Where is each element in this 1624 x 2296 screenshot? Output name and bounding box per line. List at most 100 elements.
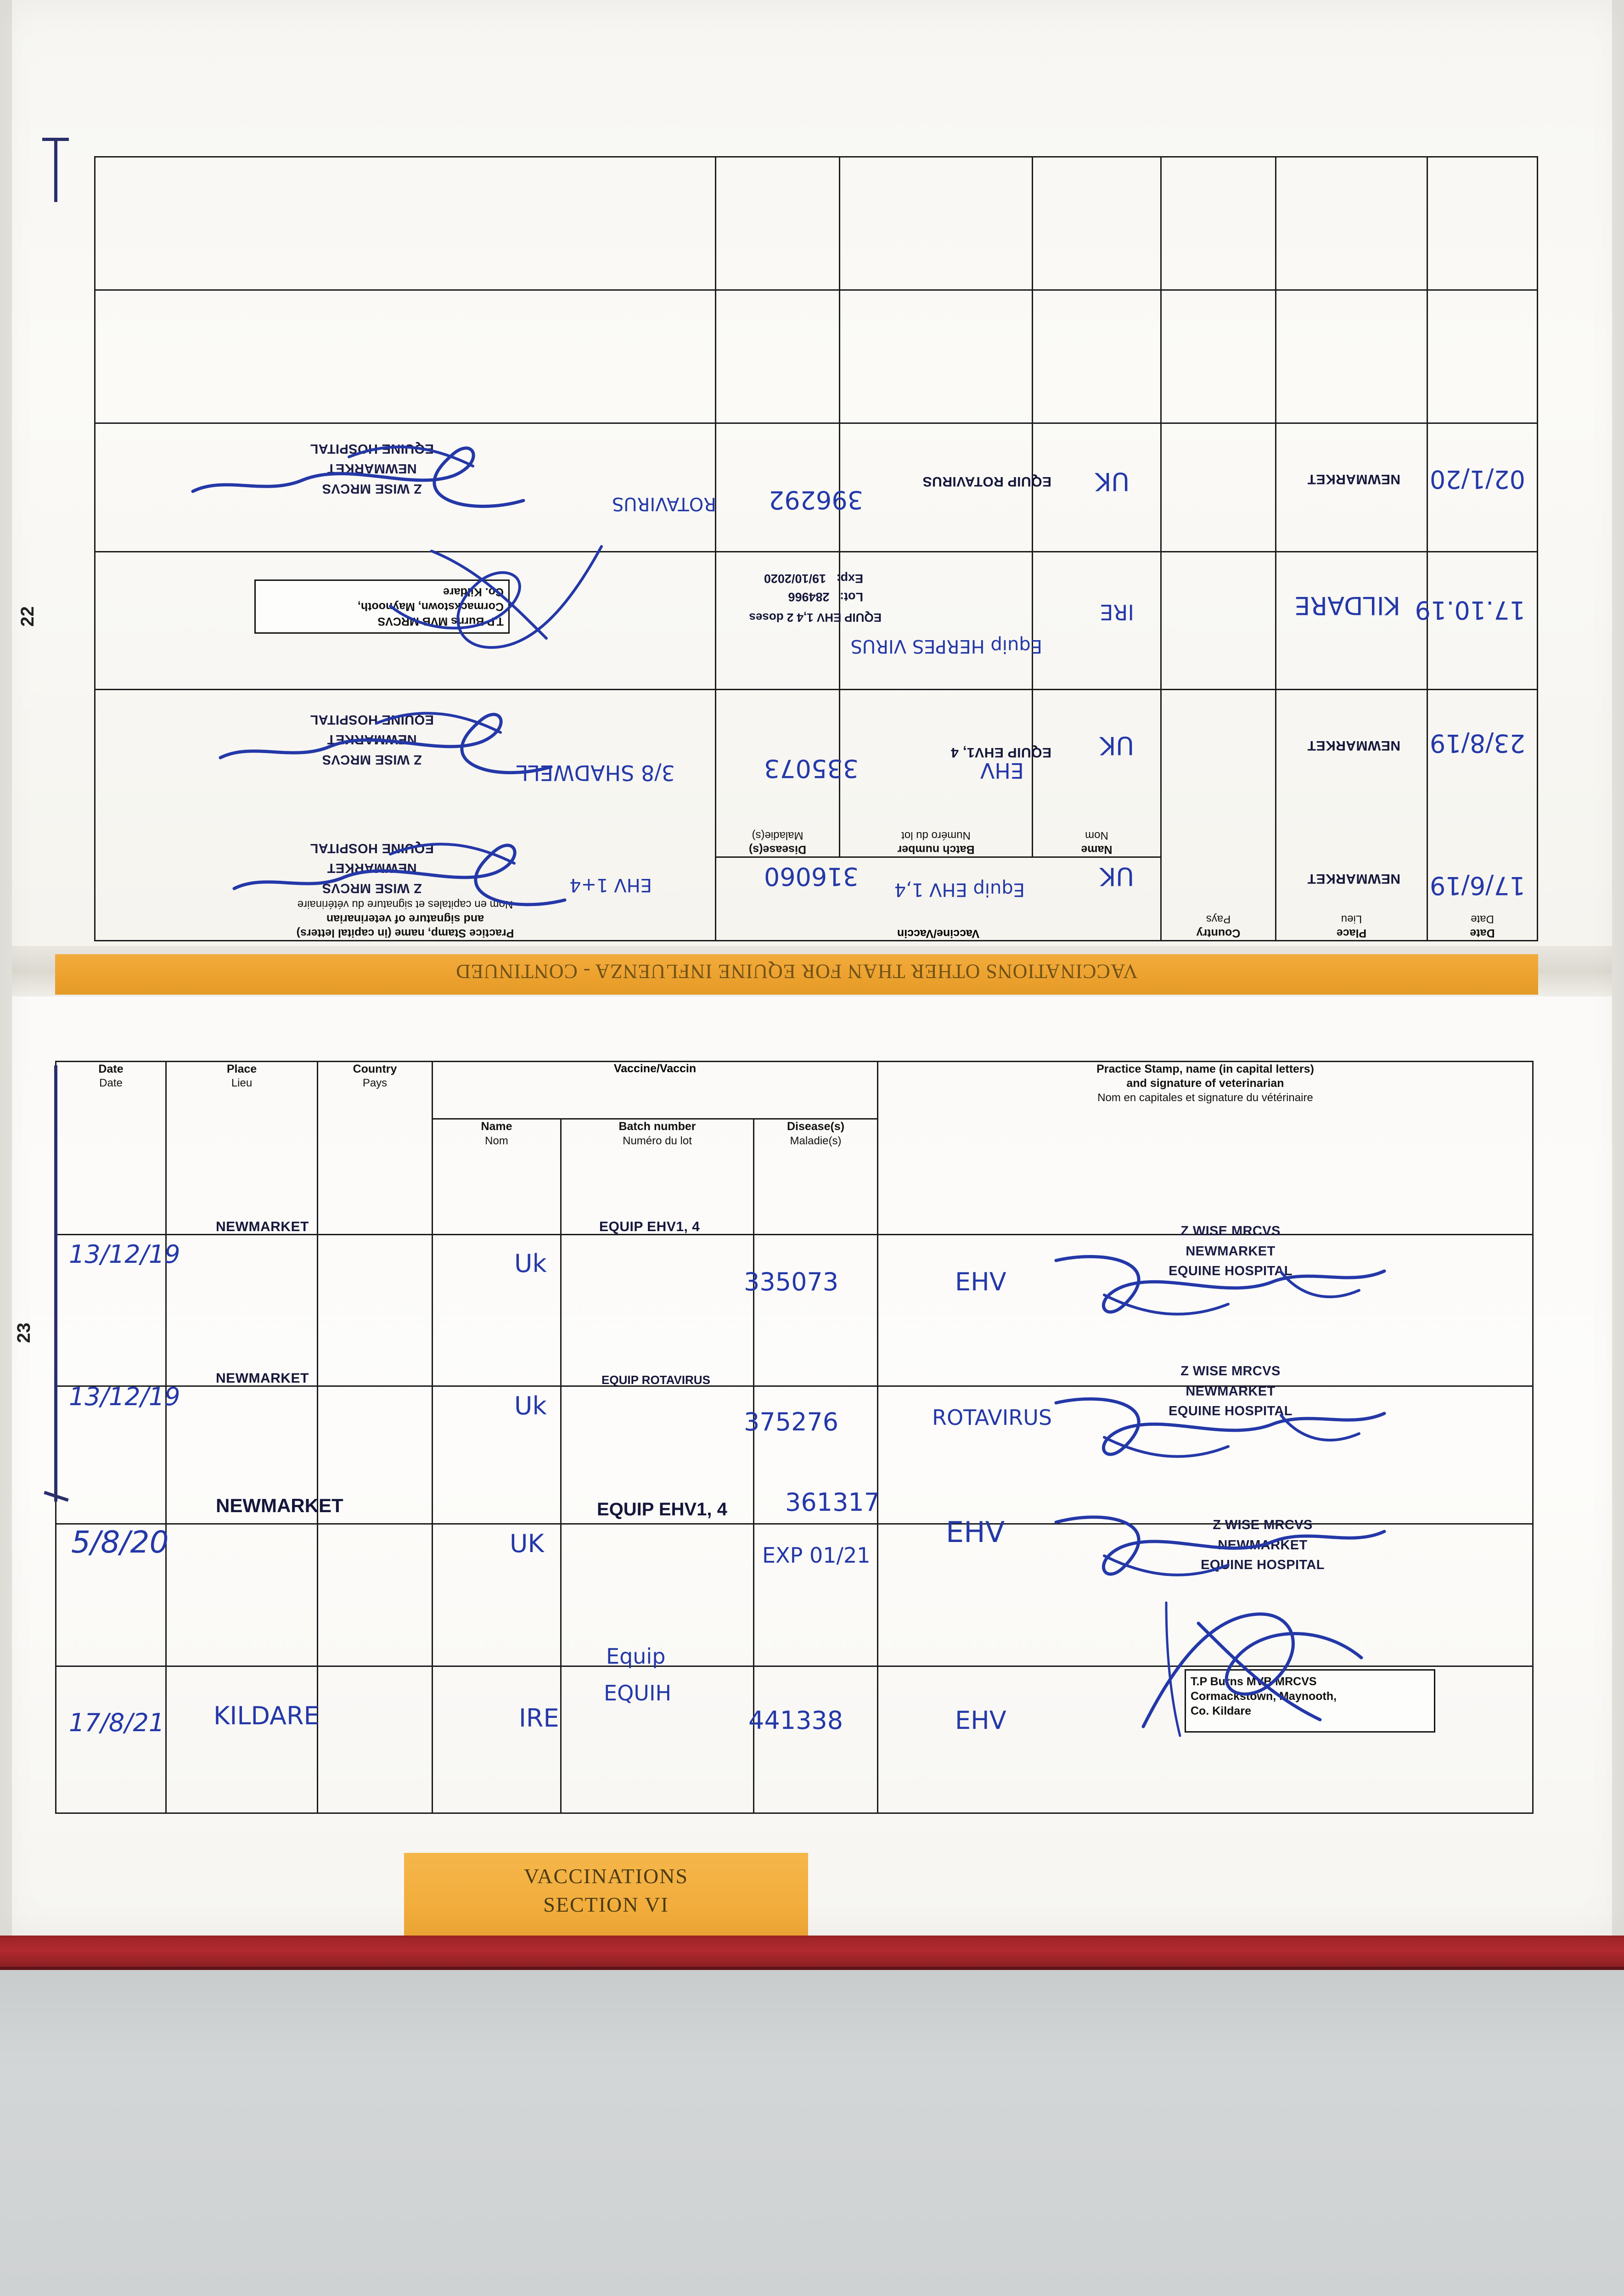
hw-vaccine-1: Equip EHV 1,4: [894, 879, 1025, 900]
hw-batch-1: 316060: [764, 862, 859, 891]
hw-batch-expiry-3: EXP 01/21: [762, 1543, 871, 1568]
printed-vaccine-2: EQUIP EHV1, 4: [950, 745, 1051, 760]
practice-stamp-2: Z WISE MRCVS NEWMARKET EQUINE HOSPITAL: [310, 712, 434, 767]
printed-vaccine-3: EQUIP EHV 1,4 2 doses: [749, 611, 882, 625]
hw-place-4: KILDARE: [214, 1701, 320, 1730]
hw-country-1: Uk: [514, 1249, 547, 1278]
header-name: Name Nom: [432, 1118, 562, 1235]
printed-place-3: NEWMARKET: [216, 1495, 343, 1516]
hw-vaccine-4-line1: Equip: [606, 1644, 666, 1669]
cell-date: [55, 1385, 167, 1525]
exp-line: Exp: 19/10/2020: [764, 572, 863, 585]
hw-date-3: 17.10.19: [1415, 596, 1525, 625]
book-cover-edge: [0, 1936, 1624, 1972]
printed-vaccine-4: EQUIP ROTAVIRUS: [922, 474, 1051, 489]
hw-country-2: Uk: [514, 1391, 547, 1420]
hw-vaccine-note-2: EHV: [980, 758, 1024, 783]
page22-ink-layer: 17/6/19 NEWMARKET UK Equip EHV 1,4 31606…: [94, 156, 1538, 941]
table-row: [55, 1523, 1534, 1667]
hw-place-3: KILDARE: [1294, 591, 1400, 620]
cell-country: [317, 1666, 433, 1814]
hw-batch-1: 335073: [744, 1267, 839, 1296]
printed-vaccine-2: EQUIP ROTAVIRUS: [601, 1373, 710, 1387]
printed-vaccine-3: EQUIP EHV1, 4: [597, 1499, 727, 1519]
hw-country-3: IRE: [1100, 600, 1134, 625]
header-date: Date Date: [55, 1061, 167, 1235]
header-batch: Batch number Numéro du lot: [560, 1118, 754, 1235]
lot-line: Lot: 284966: [788, 590, 863, 604]
printed-vaccine-1: EQUIP EHV1, 4: [599, 1219, 700, 1234]
hw-date-4: 02/1/20: [1429, 465, 1525, 494]
hw-country-3: UK: [510, 1529, 544, 1558]
cell-disease: [753, 1523, 878, 1667]
cell-name: [432, 1523, 562, 1667]
practice-stamp-1: Z WISE MRCVS NEWMARKET EQUINE HOSPITAL: [1169, 1224, 1292, 1278]
hw-date-4: 17/8/21: [69, 1708, 165, 1737]
hw-disease-4: ROTAVIRUS: [612, 493, 716, 514]
cell-disease: [753, 1666, 878, 1814]
header-place: Place Lieu: [165, 1061, 318, 1235]
hw-country-4: UK: [1095, 467, 1129, 496]
hw-batch-3: 361317: [785, 1488, 880, 1517]
margin-bracket-top-cap: [42, 138, 69, 141]
cell-place: [165, 1666, 318, 1814]
printed-place-1: NEWMARKET: [1307, 871, 1400, 886]
table-subheader-row: Name Nom Batch number Numéro du lot Dise…: [56, 1118, 1533, 1235]
header-practice-stamp: Practice Stamp, name (in capital letters…: [877, 1061, 1534, 1235]
header-vaccine-group: Vaccine/Vaccin: [432, 1060, 878, 1120]
cell-batch: [560, 1385, 754, 1525]
cell-country: [317, 1234, 433, 1387]
hw-date-3: 5/8/20: [71, 1525, 169, 1560]
rubber-stamp-microtext: [1191, 1721, 1429, 1728]
cell-disease: [753, 1385, 878, 1525]
printed-place-4: NEWMARKET: [1307, 472, 1400, 487]
practice-stamp-3: Z WISE MRCVS NEWMARKET EQUINE HOSPITAL: [1201, 1518, 1325, 1572]
cell-batch: [560, 1666, 754, 1814]
hw-vaccine-3: Equip HERPES VIRUS: [850, 636, 1043, 657]
desk-surface: [0, 1970, 1624, 2296]
practice-stamp-1: Z WISE MRCVS NEWMARKET EQUINE HOSPITAL: [310, 841, 434, 895]
cell-date: [55, 1234, 167, 1387]
hw-country-2: UK: [1100, 731, 1134, 760]
rubber-stamp-tp-burns: T.P Burns MVB MRCVS Cormackstown, Maynoo…: [254, 580, 510, 634]
hw-batch-4: 441338: [748, 1706, 843, 1735]
cell-batch: [560, 1234, 754, 1387]
hw-batch-2: 375276: [744, 1407, 839, 1436]
hw-disease-1: EHV: [955, 1267, 1006, 1296]
cell-country: [317, 1385, 433, 1525]
section-tab-bottom: [404, 1853, 808, 1936]
rubber-stamp-tp-burns: T.P Burns MVB MRCVS Cormackstown, Maynoo…: [1185, 1669, 1435, 1733]
hw-date-1: 13/12/19: [69, 1240, 180, 1269]
margin-bracket-bottom: [54, 1065, 57, 1502]
header-disease: Disease(s) Maladie(s): [753, 1118, 878, 1235]
cell-name: [432, 1234, 562, 1387]
hw-disease-1: EHV 1+4: [569, 874, 652, 895]
hw-date-2: 13/12/19: [69, 1382, 180, 1411]
page23-ink-layer: 13/12/19 NEWMARKET Uk EQUIP EHV1, 4 3350…: [55, 1061, 1534, 1814]
hw-country-1: UK: [1100, 862, 1134, 891]
table-header-row: Date Date Place Lieu Country Pays Vaccin…: [55, 1060, 1534, 1235]
cell-date: [55, 1666, 167, 1814]
margin-bracket-top: [54, 138, 57, 202]
hw-disease-4: EHV: [955, 1706, 1006, 1735]
hw-disease-2: ROTAVIRUS: [932, 1405, 1052, 1430]
practice-stamp-4: Z WISE MRCVS NEWMARKET EQUINE HOSPITAL: [310, 441, 434, 496]
section-tab-top-label: VACCINATIONS OTHER THAN FOR EQUINE INFLU…: [455, 960, 1138, 983]
hw-date-2: 23/8/19: [1429, 729, 1525, 758]
printed-place-2: NEWMARKET: [216, 1371, 309, 1386]
cell-place: [165, 1234, 318, 1387]
printed-place-2: NEWMARKET: [1307, 738, 1400, 753]
hw-date-1: 17/6/19: [1429, 871, 1525, 900]
cell-name: [432, 1666, 562, 1814]
printed-place-1: NEWMARKET: [216, 1219, 309, 1234]
page-edge-right: [1612, 0, 1624, 1938]
page-number-23: 23: [13, 1322, 34, 1343]
hw-vaccine-4-line2: EQUIH: [604, 1681, 672, 1705]
page-number-22: 22: [17, 606, 38, 627]
practice-stamp-2: Z WISE MRCVS NEWMARKET EQUINE HOSPITAL: [1169, 1364, 1292, 1418]
cell-country: [317, 1523, 433, 1667]
hw-disease-3: EHV: [946, 1515, 1005, 1549]
cell-batch: [560, 1523, 754, 1667]
hw-batch-2: 335073: [764, 754, 859, 783]
